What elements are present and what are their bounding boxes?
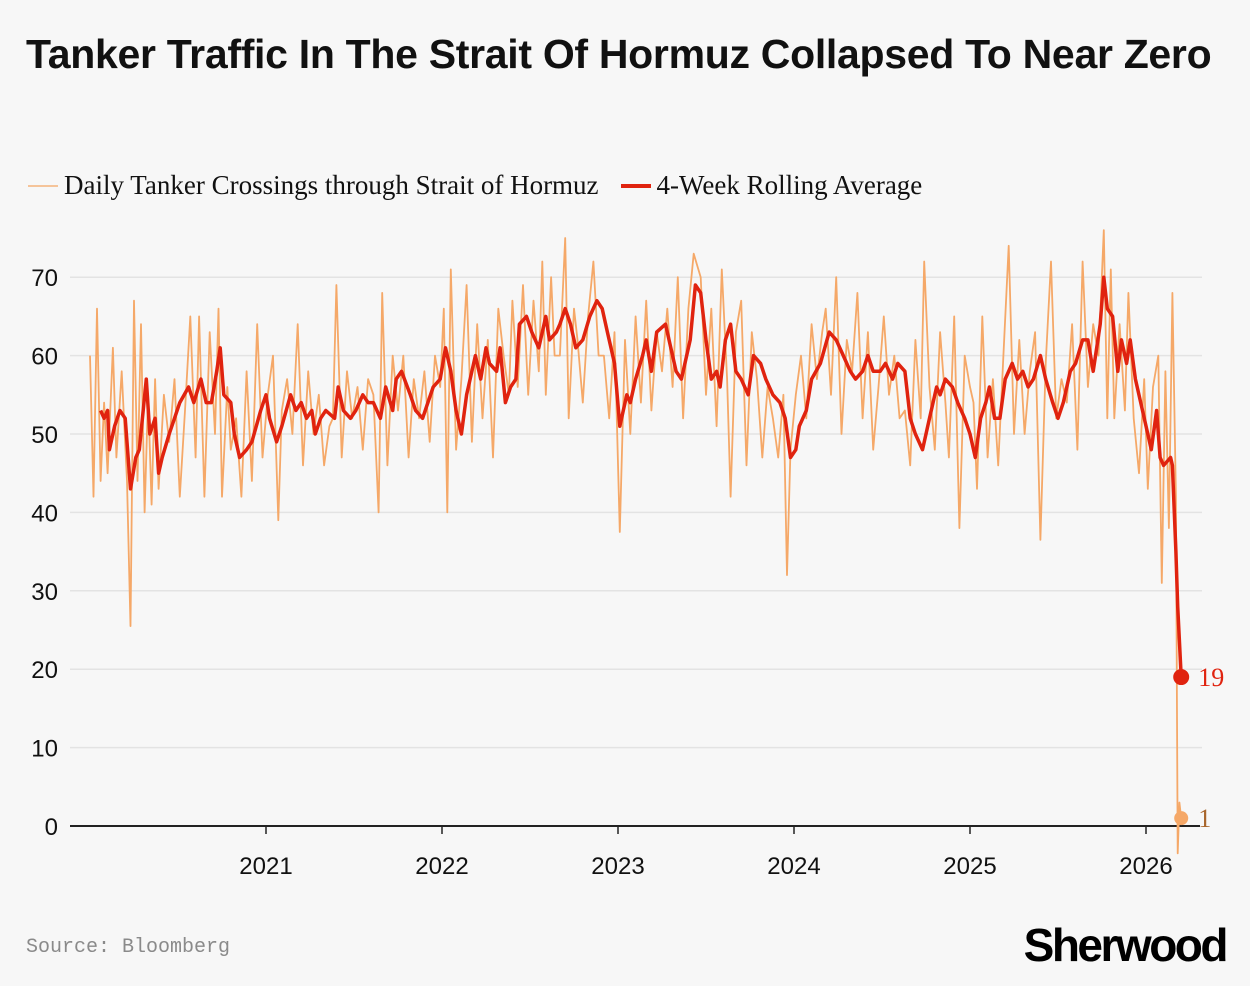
y-tick-label: 30: [31, 579, 58, 606]
legend-label-daily: Daily Tanker Crossings through Strait of…: [64, 170, 599, 200]
series-lines: [89, 229, 1183, 855]
x-tick-label: 2021: [239, 853, 292, 880]
gridlines: [70, 276, 1202, 749]
x-tick-label: 2025: [943, 853, 996, 880]
rolling-end-label: 19: [1198, 663, 1224, 692]
daily-end-label: 1: [1198, 804, 1211, 833]
sherwood-logo: Sherwood: [1023, 919, 1229, 971]
legend-swatch-rolling: [620, 183, 651, 188]
y-tick-label: 50: [31, 422, 58, 449]
legend-item-rolling: 4-Week Rolling Average: [620, 170, 923, 201]
y-tick-label: 70: [31, 265, 58, 292]
y-tick-label: 20: [31, 657, 58, 684]
legend: Daily Tanker Crossings through Strait of…: [28, 170, 944, 201]
x-tick-label: 2022: [415, 853, 468, 880]
legend-item-daily: Daily Tanker Crossings through Strait of…: [28, 170, 599, 201]
y-axis-tick-labels: 0 10 20 30 40 50 60 70: [31, 265, 58, 841]
daily-crossings-line: [89, 229, 1183, 855]
x-tick-label: 2024: [767, 853, 820, 880]
chart-title: Tanker Traffic In The Strait Of Hormuz C…: [26, 31, 1212, 77]
daily-end-marker: [1174, 811, 1189, 826]
rolling-end-marker: [1173, 669, 1190, 686]
y-tick-label: 10: [31, 736, 58, 763]
x-axis: 2021 2022 2023 2024 2025 2026: [70, 825, 1200, 880]
y-tick-label: 0: [45, 814, 58, 841]
source-note: Source: Bloomberg: [26, 936, 231, 959]
legend-label-rolling: 4-Week Rolling Average: [656, 170, 923, 200]
x-tick-label: 2026: [1119, 853, 1172, 880]
end-markers: 1 19: [1173, 663, 1224, 833]
x-tick-label: 2023: [591, 853, 644, 880]
legend-swatch-daily: [28, 184, 58, 187]
y-tick-label: 40: [31, 500, 58, 527]
rolling-average-line: [99, 275, 1183, 678]
y-tick-label: 60: [31, 344, 58, 371]
